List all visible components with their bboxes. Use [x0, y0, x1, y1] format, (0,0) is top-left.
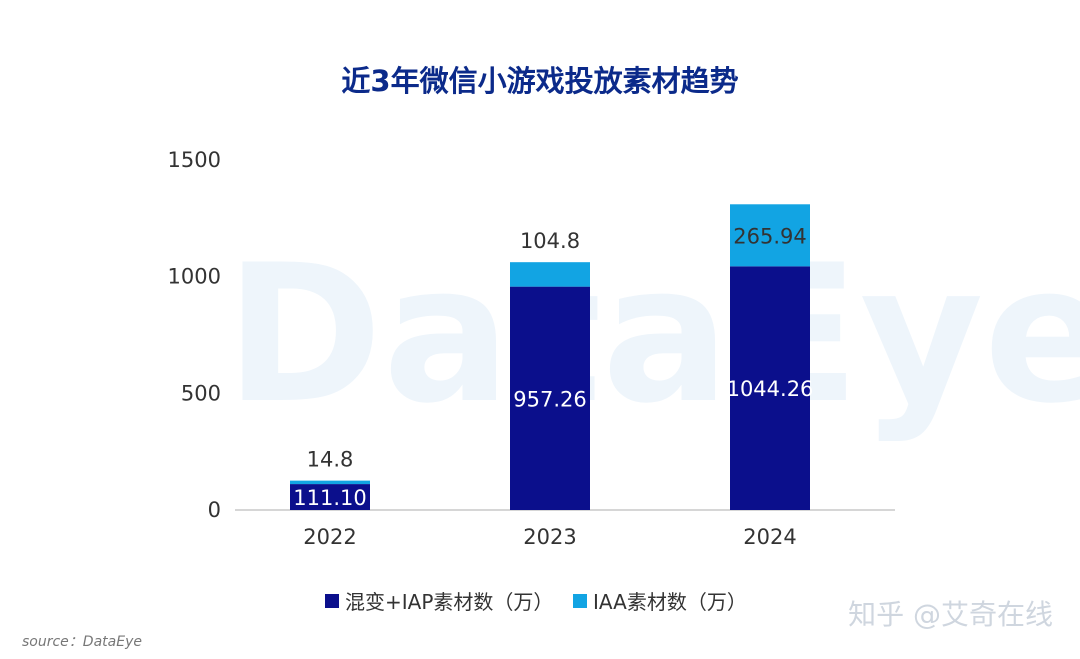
y-tick-label: 0 [208, 498, 221, 522]
bar-segment-1 [510, 262, 590, 286]
data-label: 111.10 [293, 486, 366, 510]
x-axis: 2022 2023 2024 [303, 525, 796, 549]
zhihu-watermark: 知乎 @艾奇在线 [848, 598, 1053, 631]
y-axis: 0 500 1000 1500 [168, 148, 221, 522]
legend-label-0: 混变+IAP素材数（万） [345, 590, 553, 614]
data-label: 1044.26 [727, 377, 814, 401]
x-tick-label: 2024 [743, 525, 796, 549]
y-tick-label: 1000 [168, 265, 221, 289]
data-label: 104.8 [520, 229, 580, 253]
chart-title: 近3年微信小游戏投放素材趋势 [341, 64, 738, 98]
legend-swatch-1 [573, 594, 587, 608]
data-label: 265.94 [733, 224, 806, 248]
legend-label-1: IAA素材数（万） [593, 590, 747, 614]
y-tick-label: 1500 [168, 148, 221, 172]
bar-segment-1 [290, 481, 370, 484]
background-watermark: DataEye [225, 224, 1080, 445]
legend: 混变+IAP素材数（万） IAA素材数（万） [325, 590, 747, 614]
source-note: source：DataEye [22, 634, 142, 650]
legend-swatch-0 [325, 594, 339, 608]
x-tick-label: 2023 [523, 525, 576, 549]
y-tick-label: 500 [181, 381, 221, 405]
data-label: 14.8 [307, 448, 354, 472]
x-tick-label: 2022 [303, 525, 356, 549]
data-label: 957.26 [513, 387, 586, 411]
